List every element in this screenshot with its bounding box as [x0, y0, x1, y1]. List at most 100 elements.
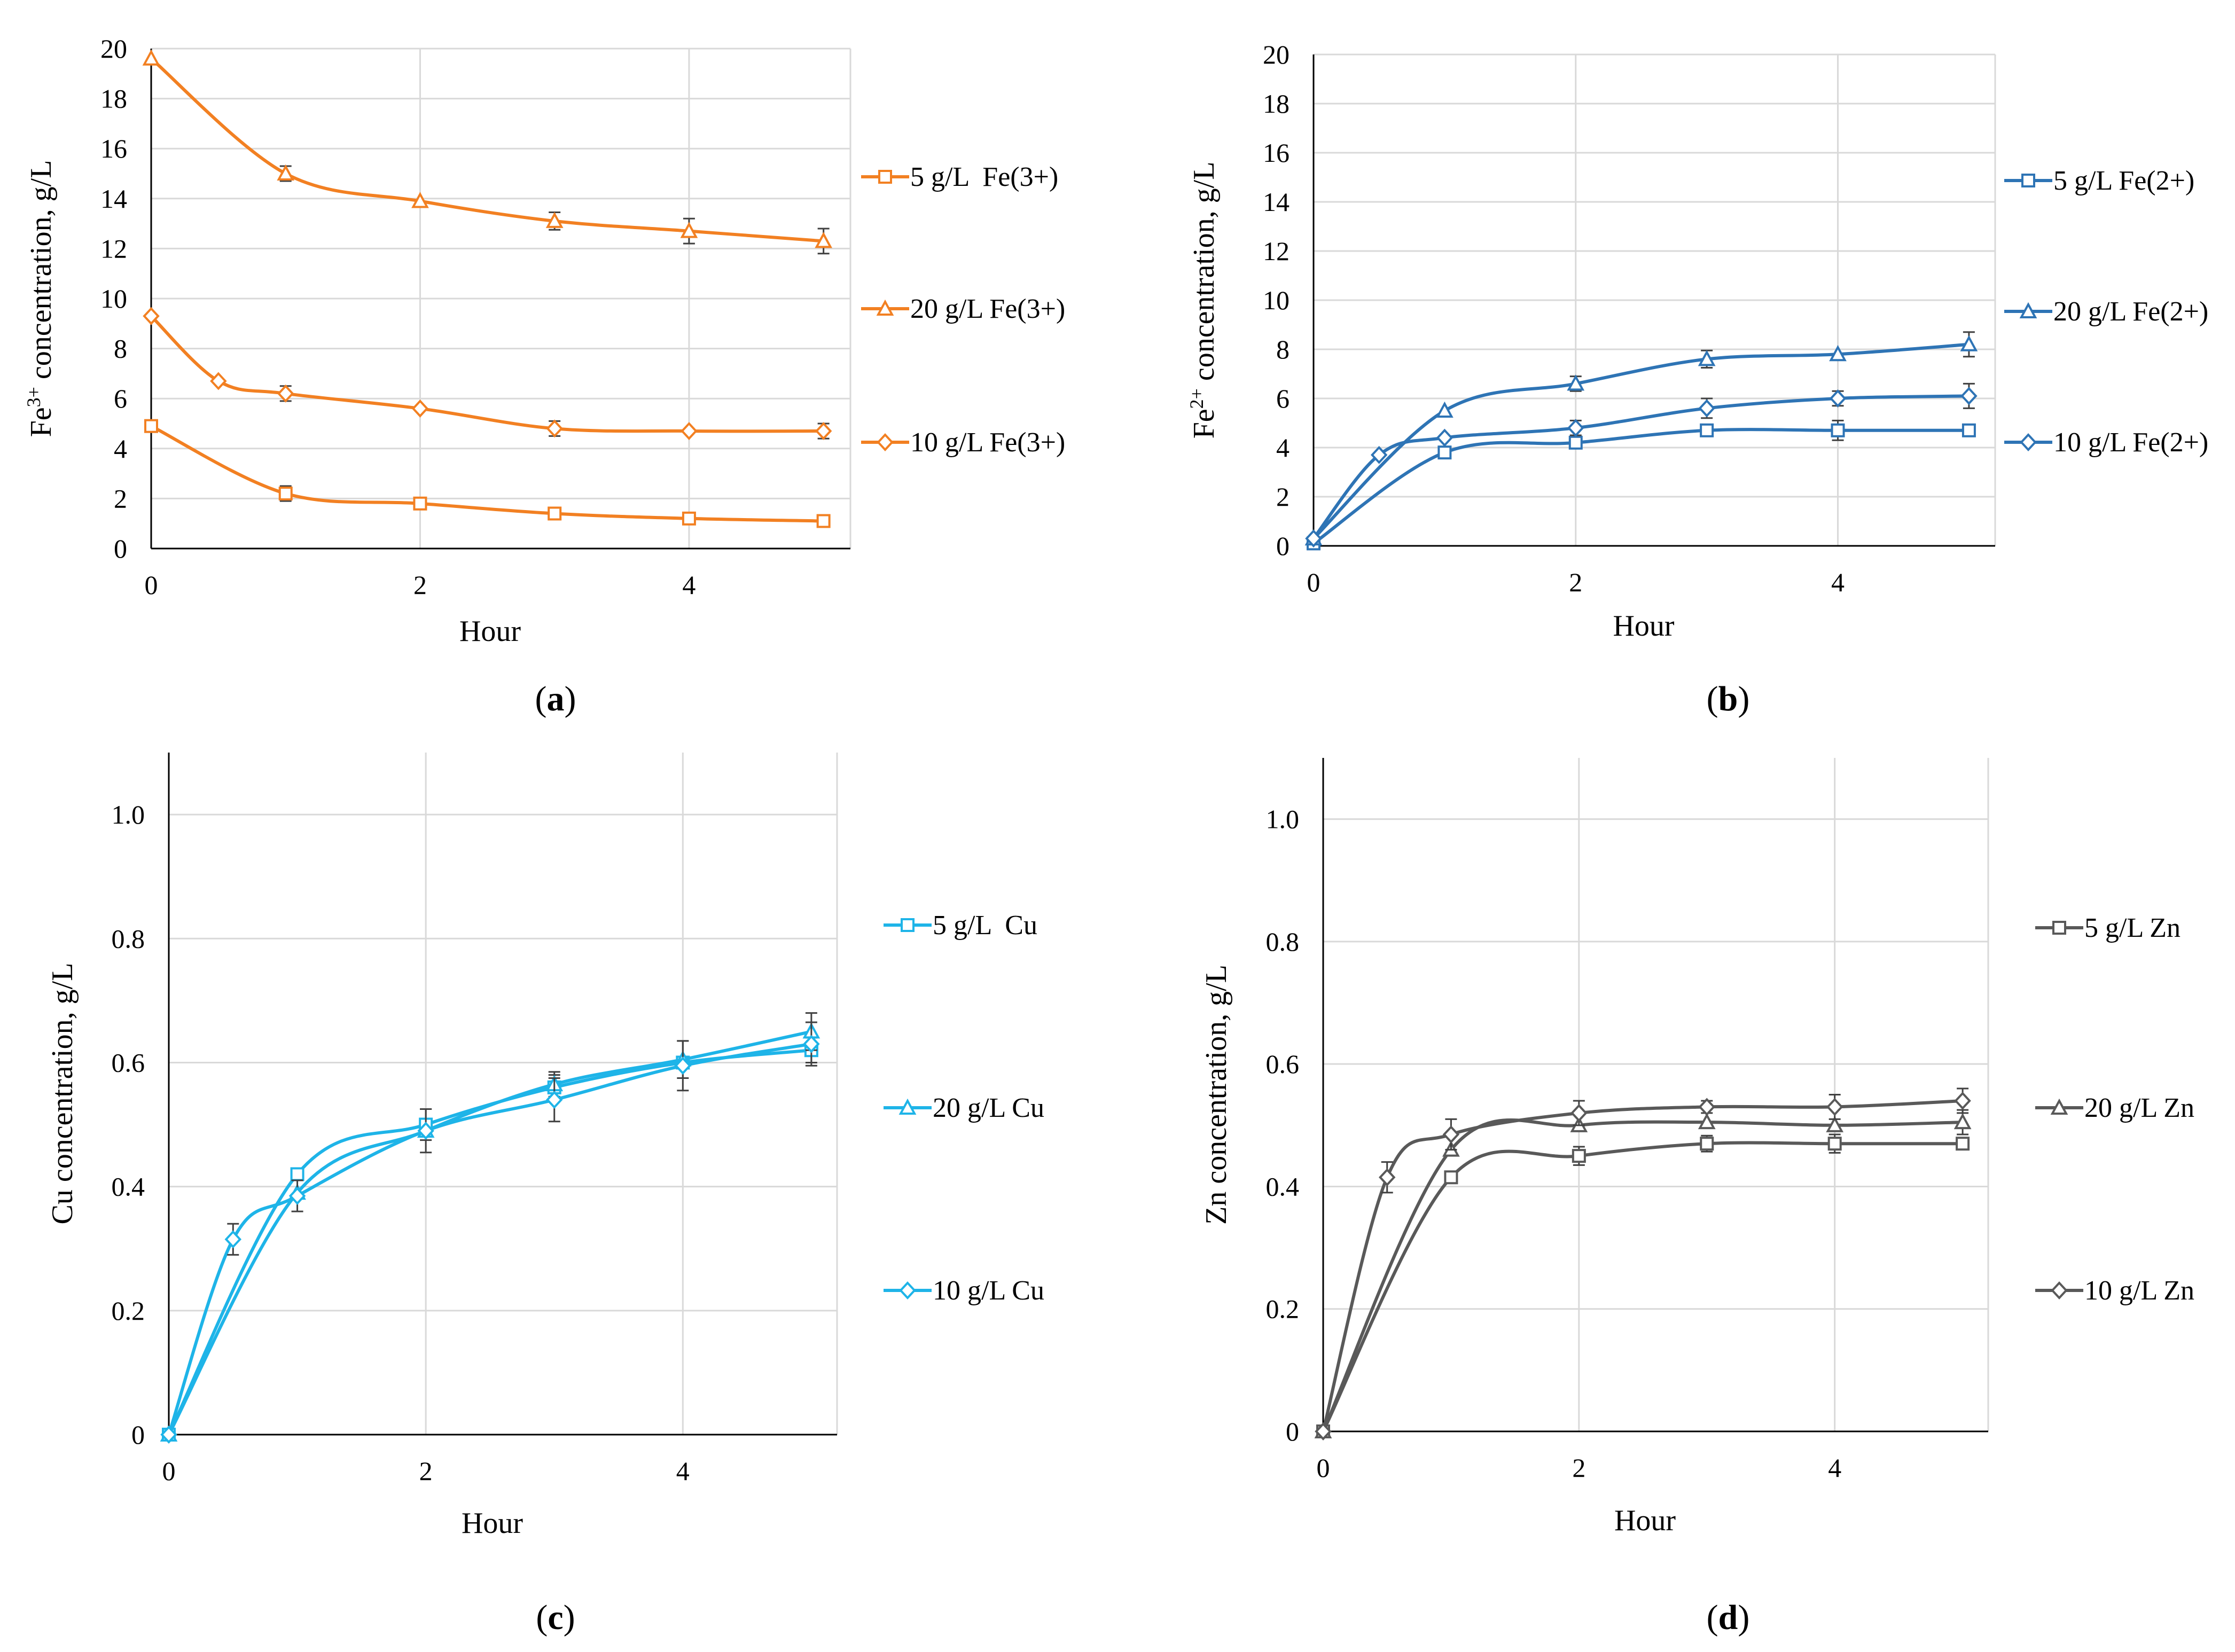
y-tick-label: 0 [1286, 1416, 1299, 1446]
x-tick-label: 0 [162, 1456, 176, 1486]
y-tick-label: 0.4 [1266, 1171, 1300, 1201]
panel-caption-part: d [1718, 1598, 1738, 1637]
y-tick-label: 4 [114, 434, 127, 464]
legend-marker-square [2021, 174, 2035, 187]
panel-caption: (a) [535, 679, 576, 718]
data-point-diamond [210, 372, 227, 390]
y-tick-label: 18 [100, 84, 127, 114]
data-point-triangle [1698, 350, 1716, 366]
legend-entry: 5 g/L Zn [2035, 913, 2181, 943]
data-point-diamond [1698, 399, 1715, 418]
panel-caption-part: ) [565, 679, 576, 718]
chart-panel-c: 0 0.2 0.4 0.6 0.8 1.0 0 2 4 Hour Cu concentration,… [46, 753, 1044, 1637]
legend-marker-square [901, 918, 915, 932]
series-line [1322, 1118, 1963, 1432]
data-point-square [413, 496, 427, 511]
panel-caption-part: b [1718, 679, 1738, 718]
x-tick-label: 0 [1307, 567, 1320, 597]
data-point-square [1700, 1137, 1714, 1151]
panel-caption-part: ( [536, 1598, 548, 1637]
panel-caption-part: ( [535, 679, 547, 718]
data-point-diamond [1305, 529, 1322, 548]
data-point-triangle [545, 212, 564, 228]
data-point-diamond [674, 1056, 692, 1075]
legend-label: 20 g/L Zn [2084, 1093, 2194, 1123]
y-tick-label: 20 [100, 34, 127, 64]
panel-caption-part: ) [564, 1598, 575, 1637]
data-point-square [548, 506, 562, 521]
legend-marker-triangle [876, 299, 894, 316]
data-point-square [144, 419, 158, 433]
legend-marker-triangle [898, 1098, 917, 1115]
data-point-diamond [546, 1091, 563, 1109]
series-line [1312, 428, 1969, 545]
series-triangle [1304, 331, 1978, 546]
series-square [1316, 1133, 1970, 1438]
x-axis-label: Hour [1613, 609, 1674, 643]
y-tick-label: 0.2 [112, 1296, 145, 1326]
data-point-diamond [1567, 419, 1584, 437]
y-axis-label-part: Fe [1187, 409, 1221, 439]
y-tick-label: 10 [100, 284, 127, 314]
x-tick-label: 4 [1831, 567, 1845, 597]
y-tick-label: 20 [1263, 40, 1290, 69]
data-point-diamond [815, 422, 832, 440]
chart-panel-b: 0 2 4 6 8 10 12 14 16 18 20 0 2 4 Hour Fe2+ concentrati… [1186, 40, 2208, 718]
legend-entry: 10 g/L Fe(3+) [861, 427, 1065, 458]
x-tick-label: 4 [682, 570, 695, 600]
series-triangle [1314, 1109, 1972, 1438]
data-point-triangle [1829, 345, 1847, 362]
legend-marker-triangle [2050, 1098, 2068, 1115]
y-axis-label: Fe3+ concentration, g/L [23, 160, 58, 437]
y-axis-label: Fe2+ concentration, g/L [1186, 162, 1221, 439]
panel-caption: (c) [536, 1598, 575, 1637]
series-diamond [143, 307, 832, 440]
y-axis-label: Zn concentration, g/L [1200, 965, 1233, 1225]
y-tick-label: 14 [1263, 187, 1290, 217]
data-point-diamond [1826, 1098, 1843, 1116]
x-axis-label: Hour [462, 1507, 523, 1540]
data-point-diamond [143, 307, 160, 325]
series-line [1312, 342, 1970, 540]
y-axis-label-part: concentration, g/L [25, 160, 58, 387]
series-line [150, 57, 824, 243]
series-line [1312, 394, 1969, 540]
data-point-square [1827, 1137, 1842, 1151]
y-axis-label-part: Cu concentration, g/L [46, 963, 79, 1225]
data-point-square [682, 511, 696, 526]
data-point-square [1437, 445, 1452, 460]
data-point-diamond [411, 399, 429, 418]
y-tick-label: 6 [1276, 383, 1290, 413]
legend-entry: 20 g/L Fe(2+) [2004, 296, 2208, 327]
data-point-diamond [1960, 387, 1978, 405]
data-point-square [1831, 423, 1845, 437]
legend-label: 10 g/L Fe(2+) [2053, 427, 2208, 458]
x-tick-label: 4 [1828, 1453, 1841, 1483]
legend-label: 20 g/L Fe(2+) [2053, 296, 2208, 327]
data-point-triangle [277, 164, 295, 181]
y-tick-label: 18 [1263, 89, 1290, 119]
data-point-diamond [224, 1230, 242, 1249]
x-tick-label: 2 [413, 570, 427, 600]
y-axis-label-part: Zn concentration, g/L [1200, 965, 1233, 1225]
data-point-diamond [681, 422, 698, 440]
data-point-diamond [1378, 1168, 1396, 1187]
series-triangle [142, 49, 833, 255]
data-point-diamond [1570, 1103, 1588, 1122]
series-square [144, 419, 831, 528]
data-point-square [1700, 423, 1714, 437]
series-line [150, 315, 824, 433]
data-point-diamond [277, 384, 294, 403]
series-diamond [1315, 1087, 1971, 1440]
data-point-diamond [1954, 1092, 1971, 1110]
x-tick-label: 2 [1569, 567, 1582, 597]
data-point-triangle [1960, 335, 1978, 351]
data-point-diamond [288, 1187, 306, 1205]
data-point-diamond [1442, 1125, 1460, 1144]
data-point-square [1444, 1170, 1458, 1185]
y-tick-label: 8 [1276, 334, 1290, 364]
legend-entry: 10 g/L Zn [2035, 1275, 2194, 1306]
data-point-square [290, 1167, 304, 1181]
